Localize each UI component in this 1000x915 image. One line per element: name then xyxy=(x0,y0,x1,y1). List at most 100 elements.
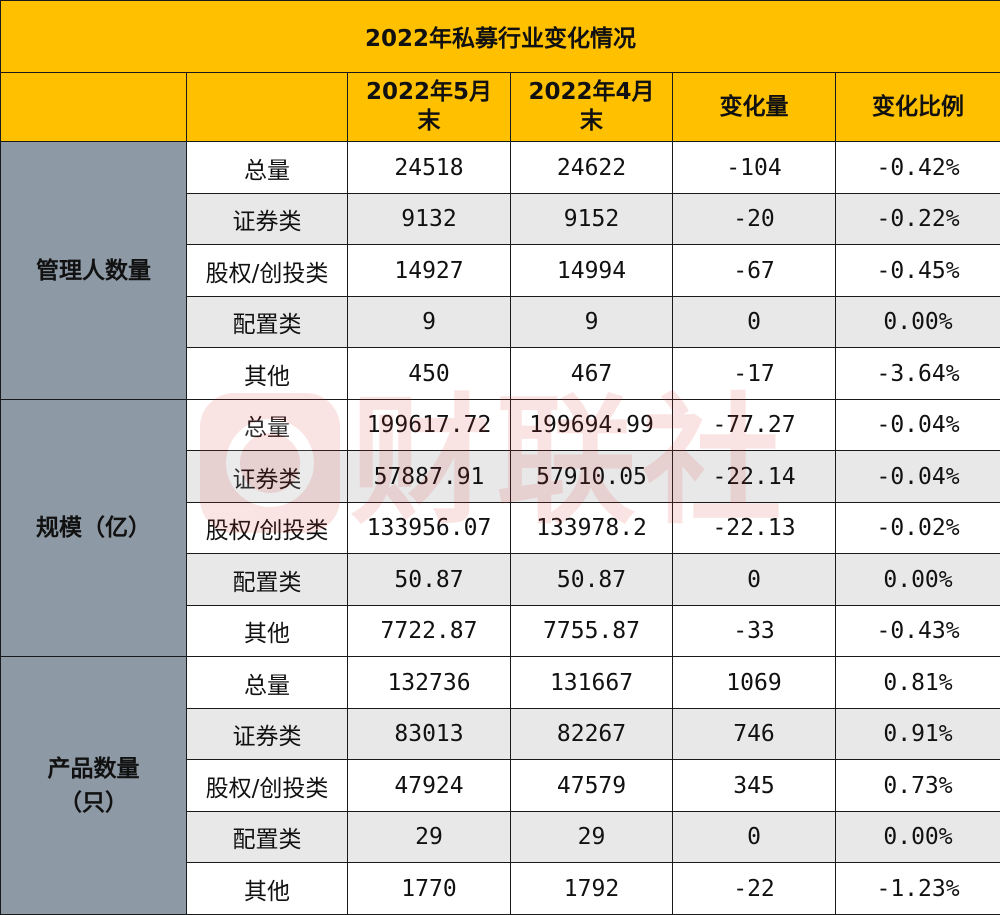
group-label-line2: （只） xyxy=(59,789,128,816)
cell-ratio: 0.91% xyxy=(834,707,1000,761)
header-change: 变化量 xyxy=(672,71,836,143)
cell-apr: 14994 xyxy=(510,244,673,297)
group-label: 管理人数量 xyxy=(0,141,187,400)
cell-apr: 57910.05 xyxy=(510,450,673,503)
header-apr: 2022年4月 末 xyxy=(510,71,673,143)
row-label: 其他 xyxy=(186,862,348,915)
table-row: 股权/创投类 47924 47579 345 0.73% xyxy=(1,759,1000,812)
header-may: 2022年5月 末 xyxy=(347,71,511,143)
group-label: 产品数量 （只） xyxy=(0,656,187,915)
cell-change: -17 xyxy=(672,347,836,400)
cell-change: -22 xyxy=(672,862,836,915)
row-label: 总量 xyxy=(186,398,348,452)
cell-ratio: -0.43% xyxy=(834,604,1000,658)
row-label: 总量 xyxy=(186,656,348,709)
cell-may: 14927 xyxy=(347,244,511,297)
cell-ratio: 0.73% xyxy=(834,759,1000,812)
cell-may: 83013 xyxy=(347,707,511,761)
cell-apr: 50.87 xyxy=(510,553,673,606)
table-row: 其他 450 467 -17 -3.64% xyxy=(1,347,1000,400)
cell-apr: 9152 xyxy=(510,192,673,246)
row-label: 股权/创投类 xyxy=(186,759,348,812)
cell-may: 29 xyxy=(347,810,511,864)
cell-ratio: -0.04% xyxy=(834,398,1000,452)
cell-ratio: 0.00% xyxy=(834,810,1000,864)
cell-change: 746 xyxy=(672,707,836,761)
row-label: 证券类 xyxy=(186,192,348,246)
header-blank xyxy=(0,71,187,143)
table-row: 配置类 50.87 50.87 0 0.00% xyxy=(1,553,1000,606)
cell-ratio: -0.22% xyxy=(834,192,1000,246)
cell-change: -33 xyxy=(672,604,836,658)
group-label-line1: 管理人数量 xyxy=(36,257,151,284)
row-label: 股权/创投类 xyxy=(186,501,348,555)
cell-change: 0 xyxy=(672,553,836,606)
header-may-line1: 2022年5月 xyxy=(365,79,493,106)
table-row: 其他 7722.87 7755.87 -33 -0.43% xyxy=(1,604,1000,658)
cell-apr: 47579 xyxy=(510,759,673,812)
cell-may: 9132 xyxy=(347,192,511,246)
cell-ratio: -0.42% xyxy=(834,141,1000,194)
cell-apr: 24622 xyxy=(510,141,673,194)
cell-may: 450 xyxy=(347,347,511,400)
cell-may: 199617.72 xyxy=(347,398,511,452)
table-row: 管理人数量 总量 24518 24622 -104 -0.42% xyxy=(0,141,1000,400)
cell-apr: 29 xyxy=(510,810,673,864)
row-label: 证券类 xyxy=(186,450,348,503)
cell-may: 47924 xyxy=(347,759,511,812)
header-ratio: 变化比例 xyxy=(834,71,1000,143)
cell-ratio: -0.04% xyxy=(834,450,1000,503)
group-label-line1: 产品数量 xyxy=(47,755,140,782)
table-row: 规模（亿） 总量 199617.72 199694.99 -77.27 -0.04% xyxy=(0,398,1000,658)
cell-ratio: -0.02% xyxy=(834,501,1000,555)
cell-may: 24518 xyxy=(347,141,511,194)
group-label: 规模（亿） xyxy=(0,398,187,658)
cell-change: 0 xyxy=(672,810,836,864)
cell-apr: 199694.99 xyxy=(510,398,673,452)
header-apr-line2: 末 xyxy=(580,108,603,135)
header-may-line2: 末 xyxy=(417,108,441,135)
cell-change: 1069 xyxy=(672,656,836,709)
table-row: 配置类 29 29 0 0.00% xyxy=(1,810,1000,864)
group-label-line1: 规模（亿） xyxy=(36,515,151,542)
cell-ratio: 0.00% xyxy=(834,553,1000,606)
row-label: 股权/创投类 xyxy=(186,244,348,297)
cell-may: 50.87 xyxy=(347,553,511,606)
row-label: 其他 xyxy=(186,347,348,400)
cell-change: -104 xyxy=(672,141,836,194)
cell-change: 345 xyxy=(672,759,836,812)
cell-apr: 9 xyxy=(510,295,673,349)
cell-may: 9 xyxy=(347,295,511,349)
cell-apr: 133978.2 xyxy=(510,501,673,555)
cell-may: 1770 xyxy=(347,862,511,915)
table-row: 证券类 9132 9152 -20 -0.22% xyxy=(1,192,1000,246)
cell-apr: 7755.87 xyxy=(510,604,673,658)
table-row: 产品数量 （只） 总量 132736 131667 1069 0.81% xyxy=(0,656,1000,915)
cell-change: -22.14 xyxy=(672,450,836,503)
cell-may: 7722.87 xyxy=(347,604,511,658)
row-label: 配置类 xyxy=(186,810,348,864)
row-label: 配置类 xyxy=(186,295,348,349)
cell-may: 133956.07 xyxy=(347,501,511,555)
cell-may: 132736 xyxy=(347,656,511,709)
cell-apr: 467 xyxy=(510,347,673,400)
cell-ratio: 0.81% xyxy=(834,656,1000,709)
row-label: 其他 xyxy=(186,604,348,658)
cell-ratio: 0.00% xyxy=(834,295,1000,349)
cell-change: -77.27 xyxy=(672,398,836,452)
cell-ratio: -0.45% xyxy=(834,244,1000,297)
cell-change: -22.13 xyxy=(672,501,836,555)
cell-apr: 82267 xyxy=(510,707,673,761)
row-label: 总量 xyxy=(186,141,348,194)
cell-ratio: -1.23% xyxy=(834,862,1000,915)
cell-change: 0 xyxy=(672,295,836,349)
table-row: 配置类 9 9 0 0.00% xyxy=(1,295,1000,349)
row-label: 配置类 xyxy=(186,553,348,606)
table-title: 2022年私募行业变化情况 xyxy=(0,0,1000,73)
header-blank-2 xyxy=(186,71,348,143)
table-row: 证券类 83013 82267 746 0.91% xyxy=(1,707,1000,761)
cell-apr: 1792 xyxy=(510,862,673,915)
cell-apr: 131667 xyxy=(510,656,673,709)
header-apr-line1: 2022年4月 xyxy=(528,79,655,106)
